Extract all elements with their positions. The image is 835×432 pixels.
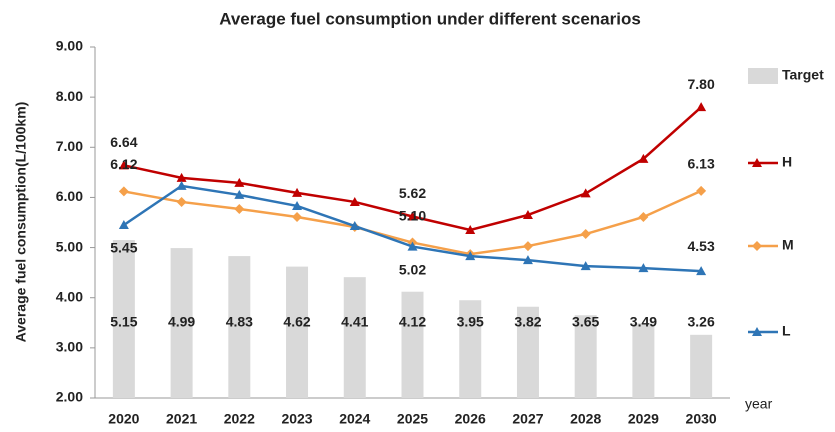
bar-value-label: 3.26 <box>688 313 715 329</box>
x-tick-label: 2022 <box>224 411 255 427</box>
point <box>638 263 649 273</box>
bar <box>459 300 482 398</box>
legend-marker <box>752 327 762 336</box>
y-tick-label: 9.00 <box>56 38 83 54</box>
bar-value-label: 4.99 <box>168 313 195 329</box>
bar <box>228 256 251 398</box>
bar-value-label: 4.83 <box>226 313 253 329</box>
y-tick-label: 3.00 <box>56 339 83 355</box>
point <box>349 221 360 231</box>
y-tick-label: 2.00 <box>56 389 83 405</box>
data-label: 6.13 <box>688 156 715 172</box>
y-tick-label: 4.00 <box>56 288 83 304</box>
bar <box>170 248 193 398</box>
legend-swatch <box>748 68 778 84</box>
bar <box>690 334 713 398</box>
point <box>638 153 649 163</box>
bar <box>286 266 309 398</box>
point <box>522 241 533 252</box>
data-label: 5.10 <box>399 207 426 223</box>
bar-value-label: 4.12 <box>399 313 426 329</box>
bar <box>632 323 655 398</box>
x-tick-label: 2021 <box>166 411 197 427</box>
point <box>696 185 707 196</box>
legend-marker <box>752 241 762 251</box>
bar-value-label: 3.65 <box>572 313 599 329</box>
data-label: 5.02 <box>399 261 426 277</box>
x-tick-label: 2029 <box>628 411 659 427</box>
data-label: 5.62 <box>399 185 426 201</box>
point <box>580 261 591 271</box>
point <box>349 196 360 206</box>
y-tick-label: 6.00 <box>56 188 83 204</box>
legend-label: M <box>782 237 794 253</box>
bar-value-label: 4.62 <box>283 313 310 329</box>
legend-label: H <box>782 154 792 170</box>
bar-value-label: 3.49 <box>630 313 657 329</box>
bar <box>112 240 135 398</box>
y-tick-label: 8.00 <box>56 88 83 104</box>
point <box>638 211 649 222</box>
point <box>522 209 533 219</box>
x-tick-label: 2020 <box>108 411 139 427</box>
x-tick-label: 2025 <box>397 411 428 427</box>
point <box>118 160 129 170</box>
point <box>696 266 707 276</box>
y-tick-label: 7.00 <box>56 138 83 154</box>
data-label: 6.12 <box>110 156 137 172</box>
point <box>580 188 591 198</box>
point <box>522 255 533 265</box>
bar <box>401 291 424 398</box>
data-label: 6.64 <box>110 134 137 150</box>
x-tick-label: 2024 <box>339 411 370 427</box>
x-tick-label: 2026 <box>455 411 486 427</box>
point <box>465 225 476 235</box>
y-tick-label: 5.00 <box>56 238 83 254</box>
bar <box>516 306 539 398</box>
data-label: 7.80 <box>688 76 715 92</box>
point <box>292 211 303 222</box>
point <box>234 203 245 214</box>
bar-value-label: 4.41 <box>341 313 368 329</box>
bar-value-label: 5.15 <box>110 313 137 329</box>
y-axis-label: Average fuel consumption(L/100km) <box>13 102 29 343</box>
point <box>176 180 187 190</box>
data-label: 4.53 <box>688 238 715 254</box>
point <box>234 177 245 187</box>
bar <box>343 277 366 398</box>
bar-value-label: 3.82 <box>514 313 541 329</box>
x-tick-label: 2030 <box>686 411 717 427</box>
point <box>118 220 129 230</box>
x-tick-label: 2028 <box>570 411 601 427</box>
bar-value-label: 3.95 <box>457 313 484 329</box>
chart-title: Average fuel consumption under different… <box>219 9 641 28</box>
x-tick-label: 2023 <box>281 411 312 427</box>
legend-label: L <box>782 323 791 339</box>
point <box>118 186 129 197</box>
data-label: 5.45 <box>110 240 137 256</box>
point <box>234 189 245 199</box>
point <box>580 229 591 240</box>
x-tick-label: 2027 <box>512 411 543 427</box>
point <box>176 196 187 207</box>
bar <box>574 315 597 398</box>
point <box>292 200 303 210</box>
legend-marker <box>752 158 762 167</box>
point <box>292 187 303 197</box>
legend-label: Target <box>782 67 824 83</box>
point <box>176 172 187 182</box>
point <box>465 251 476 261</box>
x-axis-label: year <box>745 396 773 412</box>
point <box>407 241 418 251</box>
point <box>407 211 418 221</box>
point <box>696 102 707 112</box>
